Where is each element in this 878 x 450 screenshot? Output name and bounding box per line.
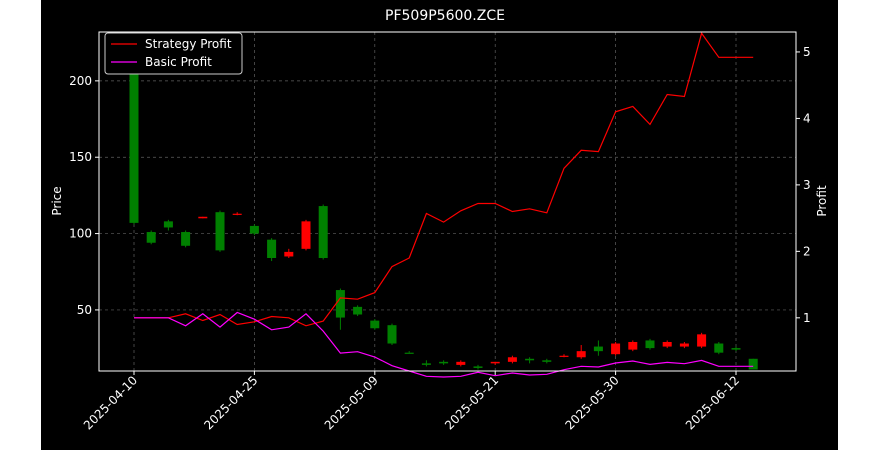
candles <box>129 41 758 370</box>
candle-body <box>370 320 380 329</box>
candle-body <box>525 358 535 361</box>
y-right-tick-label: 4 <box>803 111 811 125</box>
candle-body <box>679 343 689 347</box>
candle-body <box>697 334 707 347</box>
candle-body <box>576 351 586 358</box>
candle-body <box>490 361 500 364</box>
strategy-profit-line <box>134 31 754 327</box>
candle-body <box>387 325 397 344</box>
legend-box <box>104 32 243 75</box>
legend: Strategy Profit Basic Profit <box>104 32 243 75</box>
candle-body <box>542 360 552 362</box>
chart-title: PF509P5600.ZCE <box>385 8 505 24</box>
candle-body <box>731 348 741 350</box>
candle-body <box>748 358 758 370</box>
plot-frame <box>98 31 797 372</box>
candle-body <box>318 206 328 258</box>
candle-body <box>163 221 173 228</box>
figure-background <box>41 0 838 450</box>
candle-body <box>353 306 363 315</box>
candle-body <box>284 251 294 257</box>
y-left-tick-label: 100 <box>69 227 92 241</box>
y-axis-left-label: Price <box>50 186 64 215</box>
candle-body <box>301 221 311 249</box>
profit-lines <box>134 31 754 378</box>
y-right-tick-label: 3 <box>803 178 811 192</box>
candle-body <box>559 355 569 357</box>
candle-body <box>662 341 672 347</box>
legend-strategy-label: Strategy Profit <box>145 37 232 51</box>
y-right-tick-label: 2 <box>803 244 811 258</box>
candle-body <box>473 366 483 368</box>
y-left-tick-label: 150 <box>69 150 92 164</box>
y-left-tick-label: 50 <box>77 303 92 317</box>
candle-body <box>439 361 449 364</box>
candle-body <box>404 352 414 354</box>
grid <box>99 32 796 371</box>
candle-body <box>181 232 191 246</box>
candle-body <box>611 343 621 355</box>
candle-body <box>714 343 724 353</box>
y-axis-right: 1 2 3 4 5 <box>796 45 811 325</box>
candle-body <box>215 212 225 251</box>
candle-body <box>198 216 208 219</box>
candle-body <box>146 232 156 243</box>
basic-profit-line <box>134 311 754 378</box>
candle-body <box>335 290 345 318</box>
y-axis-left: 50 100 150 200 <box>69 74 99 317</box>
y-right-tick-label: 5 <box>803 45 811 59</box>
candle-body <box>456 361 466 365</box>
y-axis-right-label: Profit <box>815 185 829 217</box>
candle-body <box>507 357 517 362</box>
candle-body <box>645 340 655 349</box>
legend-basic-label: Basic Profit <box>145 55 212 69</box>
candle-body <box>232 213 242 215</box>
y-left-tick-label: 200 <box>69 74 92 88</box>
candle-body <box>249 225 259 234</box>
candle-body <box>593 346 603 352</box>
candle-body <box>628 341 638 350</box>
candle-body <box>129 42 139 223</box>
candle-body <box>421 363 431 365</box>
y-right-tick-label: 1 <box>803 311 811 325</box>
candle-body <box>267 239 277 258</box>
